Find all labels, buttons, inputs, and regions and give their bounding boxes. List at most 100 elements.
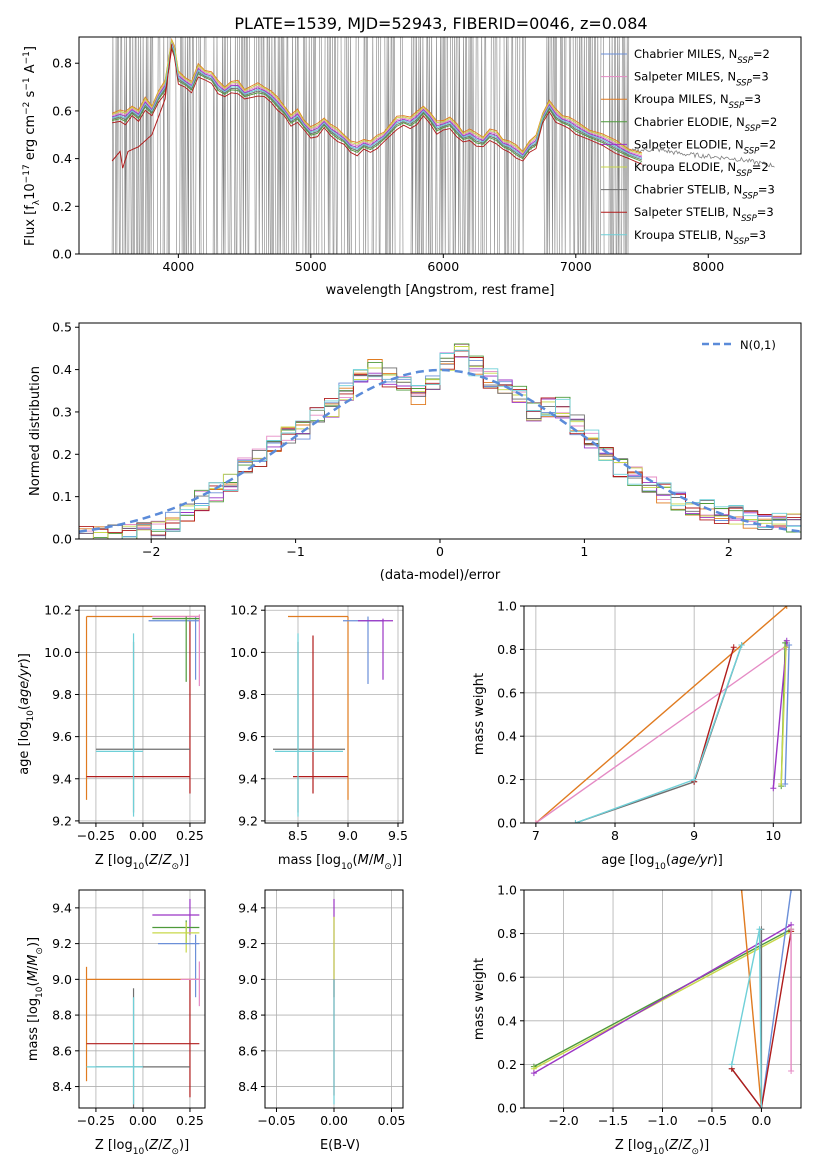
y-tick-label: 0.4	[497, 1013, 517, 1028]
y-tick-label: 8.6	[238, 1043, 258, 1058]
x-tick-label: 9	[690, 828, 698, 843]
mass-weight-line	[784, 645, 790, 784]
y-tick-label: 0.0	[52, 532, 72, 547]
y-tick-label: 9.2	[52, 936, 72, 951]
y-tick-label: 9.2	[238, 813, 258, 828]
label-part: age [log	[601, 853, 654, 868]
label-part: M	[373, 853, 384, 868]
histogram-step	[79, 350, 801, 539]
y-tick-label: 9.2	[52, 813, 72, 828]
legend-entry: Chabrier MILES, NSSP=2	[634, 47, 770, 66]
y-tick-label: 8.6	[52, 1043, 72, 1058]
y-tick-label: 8.4	[52, 1079, 72, 1094]
mass-weight-line	[760, 890, 792, 1108]
spectrum-model-line	[111, 41, 643, 158]
legend-name: Chabrier ELODIE, N	[634, 115, 745, 129]
x-tick-label: 7000	[560, 259, 592, 274]
plot-area	[530, 890, 795, 1108]
label-part: M	[358, 853, 369, 868]
mass-weight-marker	[788, 926, 795, 933]
mass-weight-marker	[758, 1105, 765, 1108]
label-part: s	[23, 90, 38, 101]
legend-sub: SSP	[742, 192, 758, 202]
legend-entry: Kroupa STELIB, NSSP=3	[634, 228, 766, 247]
weight-vs-z-xlabel: Z [log10(Z/Z⊙)]	[615, 1138, 709, 1157]
label-part: M	[26, 955, 41, 966]
label-part: (	[353, 853, 358, 868]
y-tick-label: 0.5	[52, 320, 72, 335]
y-tick-label: 0.6	[52, 103, 72, 118]
x-tick-label: −1	[286, 544, 304, 559]
y-tick-label: 9.4	[52, 900, 72, 915]
y-tick-label: 0.2	[497, 772, 517, 787]
x-tick-label: 0	[436, 544, 444, 559]
x-tick-label: 0.00	[129, 828, 157, 843]
label-part: )]	[26, 937, 41, 947]
y-tick-label: 10.0	[230, 645, 258, 660]
y-tick-label: 9.2	[238, 936, 258, 951]
label-part: )]	[699, 1138, 709, 1153]
label-part: /	[369, 853, 374, 868]
axes-frame: −2 −1 0 1 2 0.0 0.1 0.2 0.3 0.4 0.5	[52, 320, 802, 559]
label-part: )]	[713, 853, 723, 868]
legend-name: Salpeter STELIB, N	[634, 205, 741, 219]
legend-n: =3	[758, 183, 775, 197]
label-part: 10	[35, 986, 45, 998]
x-tick-label: 0.00	[129, 1113, 157, 1128]
y-tick-label: 0.4	[497, 729, 517, 744]
label-part: mass [log	[26, 998, 41, 1061]
label-part: Z	[148, 1138, 159, 1153]
label-part: ⊙	[171, 862, 179, 872]
x-tick-label: −1.0	[647, 1113, 677, 1128]
mass-weight-marker	[730, 644, 737, 651]
label-part: 10	[133, 862, 145, 872]
x-tick-label: 6000	[427, 259, 459, 274]
plot-area	[85, 614, 200, 817]
weight-vs-age-xlabel: age [log10(age/yr)]	[601, 853, 723, 872]
axes-border	[78, 36, 802, 255]
label-part: )]	[179, 853, 189, 868]
axes-border	[523, 605, 802, 824]
legend-entry: Salpeter STELIB, NSSP=3	[634, 205, 774, 224]
gaussian-curve	[79, 368, 801, 533]
mass-weight-line	[535, 606, 788, 823]
label-part: /	[26, 965, 41, 970]
spectrum-model-line	[111, 40, 643, 157]
age-vs-z-axes: −0.25 0.00 0.25 9.2 9.4 9.6 9.8 10.0 10.2	[44, 603, 206, 843]
label-part: Z	[668, 1138, 679, 1153]
x-tick-label: −0.05	[257, 1113, 295, 1128]
x-tick-label: 0.05	[378, 1113, 406, 1128]
legend-n: =3	[744, 92, 761, 106]
label-part: A	[23, 64, 38, 77]
label-part: erg cm	[23, 115, 38, 164]
label-part: ⊙	[691, 1147, 699, 1157]
x-tick-label: 0.25	[176, 1113, 204, 1128]
spectrum-model-line	[112, 48, 643, 165]
axes-frame: 4000 5000 6000 7000 8000 0.0 0.2 0.4 0.6 0.8	[52, 36, 802, 274]
mass-vs-z-xlabel: Z [log10(Z/Z⊙)]	[95, 1138, 189, 1157]
legend-sub: SSP	[736, 79, 752, 89]
x-tick-label: 2	[725, 544, 733, 559]
x-tick-label: 8000	[692, 259, 724, 274]
x-tick-label: −2	[142, 544, 160, 559]
mass-weight-marker	[783, 606, 790, 609]
y-tick-label: 0.0	[497, 816, 517, 831]
legend-n: =3	[752, 70, 769, 84]
y-tick-label: 8.4	[238, 1079, 258, 1094]
y-tick-label: 9.6	[52, 729, 72, 744]
age-vs-z-xlabel: Z [log10(Z/Z⊙)]	[95, 853, 189, 872]
mass-weight-marker	[738, 890, 745, 893]
y-tick-label: 9.8	[238, 687, 258, 702]
spectrum-model-line	[111, 37, 643, 154]
figure-title: PLATE=1539, MJD=52943, FIBERID=0046, z=0…	[234, 14, 647, 33]
x-tick-label: −0.5	[697, 1113, 727, 1128]
mass-vs-ebv-xlabel: E(B-V)	[320, 1138, 360, 1153]
label-part: −1	[22, 51, 32, 64]
y-tick-label: 9.4	[52, 771, 72, 786]
spectrum-xlabel: wavelength [Angstrom, rest frame]	[326, 283, 555, 298]
y-tick-label: 10.2	[230, 603, 258, 618]
axes-border	[78, 605, 206, 824]
legend-name: Kroupa MILES, N	[634, 92, 729, 106]
spectrum-model-line	[111, 45, 643, 161]
